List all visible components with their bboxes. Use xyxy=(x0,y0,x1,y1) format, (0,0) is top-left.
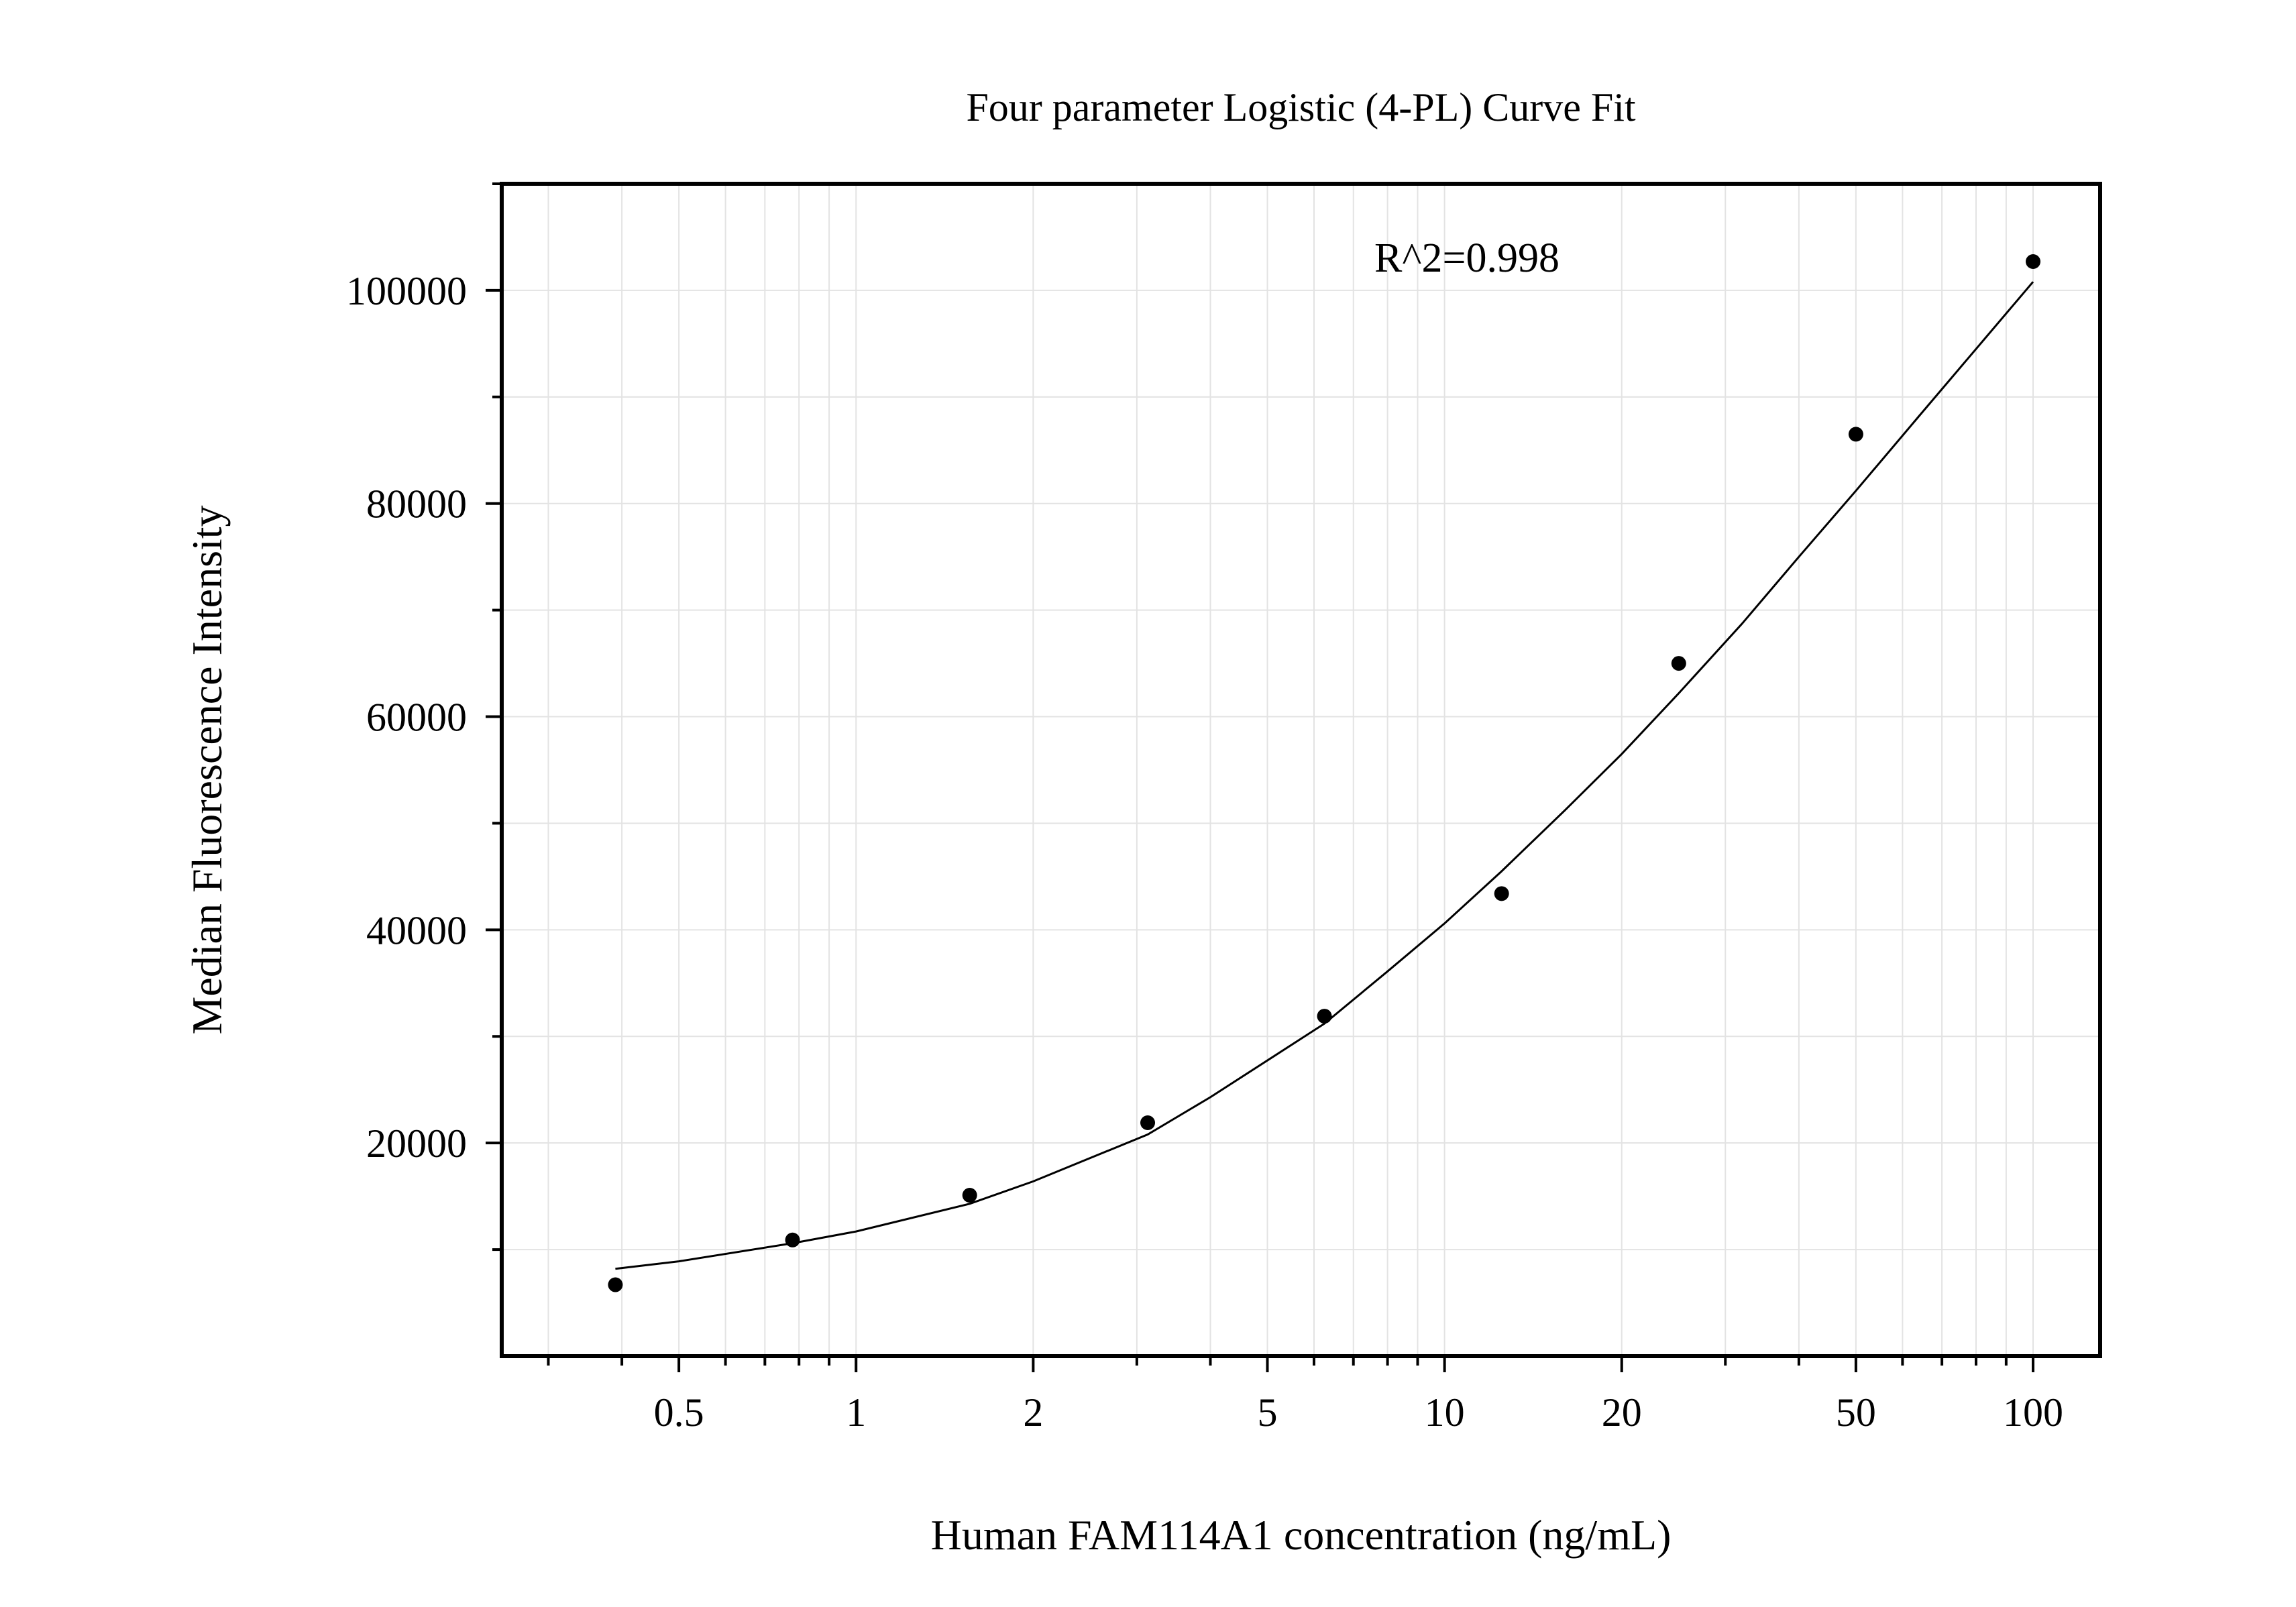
x-axis-label: Human FAM114A1 concentration (ng/mL) xyxy=(931,1511,1672,1559)
tick-labels: 0.5 1 2 5 10 20 50 100 20000 40000 60000 80000 10000… xyxy=(346,269,2063,1435)
data-point xyxy=(1848,427,1863,442)
x-tick-label: 0.5 xyxy=(654,1390,704,1435)
axis-ticks xyxy=(486,182,2035,1372)
data-points xyxy=(608,254,2041,1292)
data-point xyxy=(608,1277,623,1292)
x-tick-label: 100 xyxy=(2003,1390,2063,1435)
x-tick-label: 50 xyxy=(1836,1390,1876,1435)
data-point xyxy=(1317,1009,1332,1024)
data-point xyxy=(1494,886,1509,901)
grid xyxy=(502,183,2100,1356)
x-tick-label: 2 xyxy=(1023,1390,1043,1435)
x-tick-label: 1 xyxy=(846,1390,866,1435)
y-tick-label: 40000 xyxy=(366,908,467,952)
data-point xyxy=(2026,254,2041,270)
x-tick-label: 10 xyxy=(1425,1390,1465,1435)
fit-curve xyxy=(615,281,2034,1270)
y-axis-label: Median Fluorescence Intensity xyxy=(183,505,231,1034)
x-tick-label: 20 xyxy=(1602,1390,1642,1435)
y-tick-label: 80000 xyxy=(366,482,467,527)
data-point xyxy=(785,1232,800,1248)
y-tick-label: 100000 xyxy=(346,269,467,313)
x-tick-label: 5 xyxy=(1258,1390,1278,1435)
data-point xyxy=(962,1188,977,1203)
y-tick-label: 20000 xyxy=(366,1121,467,1166)
data-point xyxy=(1140,1115,1156,1130)
data-point xyxy=(1671,656,1686,671)
plot-frame xyxy=(500,182,2102,1358)
r-squared-annotation: R^2=0.998 xyxy=(1374,235,1560,281)
chart-title: Four parameter Logistic (4-PL) Curve Fit xyxy=(966,85,1635,129)
fit-curve-layer xyxy=(615,281,2034,1270)
y-tick-label: 60000 xyxy=(366,696,467,740)
